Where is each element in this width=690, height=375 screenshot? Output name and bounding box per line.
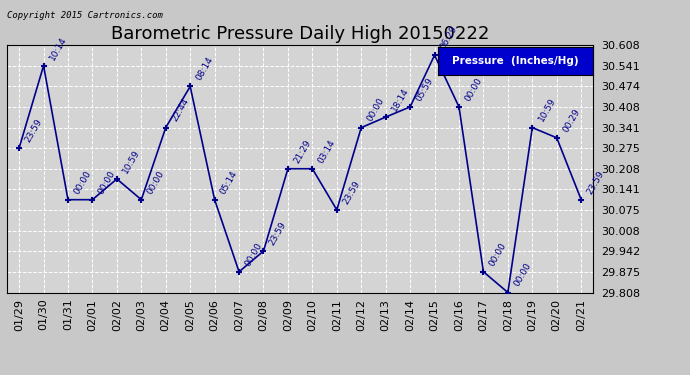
Text: 00:00: 00:00 bbox=[512, 261, 533, 288]
Text: 10:59: 10:59 bbox=[536, 96, 558, 123]
Text: 23:59: 23:59 bbox=[585, 169, 606, 195]
Text: 23:59: 23:59 bbox=[341, 179, 362, 206]
Text: 00:00: 00:00 bbox=[72, 169, 93, 195]
Text: 00:00: 00:00 bbox=[366, 96, 386, 123]
Text: 00:00: 00:00 bbox=[463, 76, 484, 103]
Text: 18:14: 18:14 bbox=[390, 86, 411, 113]
Text: 05:14: 05:14 bbox=[219, 169, 239, 195]
Text: Copyright 2015 Cartronics.com: Copyright 2015 Cartronics.com bbox=[7, 11, 163, 20]
Text: 00:00: 00:00 bbox=[97, 169, 117, 195]
Text: 10:14: 10:14 bbox=[48, 35, 68, 62]
Title: Barometric Pressure Daily High 20150222: Barometric Pressure Daily High 20150222 bbox=[111, 26, 489, 44]
Text: 10:59: 10:59 bbox=[121, 148, 141, 175]
Text: 05:59: 05:59 bbox=[414, 76, 435, 103]
Text: 21:29: 21:29 bbox=[292, 138, 313, 165]
Text: 00:00: 00:00 bbox=[146, 169, 166, 195]
Text: 00:00: 00:00 bbox=[243, 241, 264, 268]
Text: 23:59: 23:59 bbox=[23, 117, 44, 144]
Text: 00:29: 00:29 bbox=[561, 107, 582, 134]
Text: 22:44: 22:44 bbox=[170, 97, 190, 123]
Text: 08:14: 08:14 bbox=[195, 56, 215, 82]
Text: 00:00: 00:00 bbox=[488, 241, 509, 268]
Text: 06:29: 06:29 bbox=[439, 24, 460, 51]
Text: 23:59: 23:59 bbox=[268, 220, 288, 247]
Text: 03:14: 03:14 bbox=[317, 138, 337, 165]
